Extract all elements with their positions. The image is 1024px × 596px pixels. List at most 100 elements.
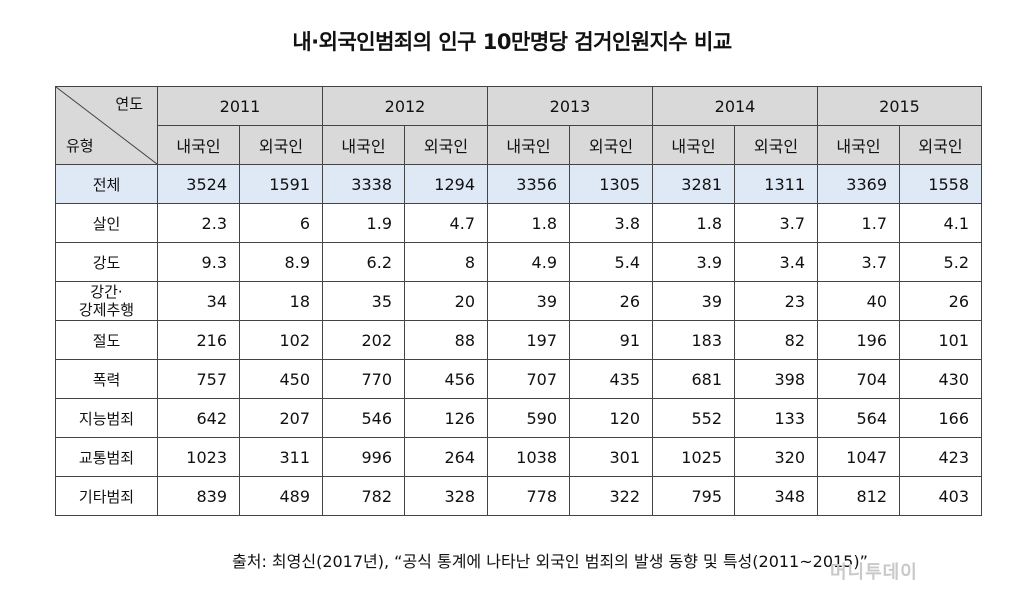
domestic-value-cell: 996	[322, 437, 405, 477]
domestic-value-cell: 1038	[487, 437, 570, 477]
foreign-value-cell: 3.4	[734, 242, 818, 282]
foreign-value-cell: 91	[569, 320, 653, 360]
category-cell: 절도	[55, 320, 158, 360]
foreign-value-cell: 4.1	[899, 203, 982, 243]
foreign-value-cell: 450	[239, 359, 323, 399]
domestic-value-cell: 3281	[652, 164, 735, 204]
watermark-logo: 머니투데이	[830, 562, 918, 583]
subgroup-header-foreign: 외국인	[404, 125, 488, 165]
domestic-value-cell: 9.3	[157, 242, 240, 282]
foreign-value-cell: 1294	[404, 164, 488, 204]
foreign-value-cell: 6	[239, 203, 323, 243]
category-label: 강간· 강제추행	[78, 283, 135, 319]
domestic-value-cell: 1.8	[487, 203, 570, 243]
foreign-value-cell: 423	[899, 437, 982, 477]
domestic-value-cell: 216	[157, 320, 240, 360]
domestic-value-cell: 3.9	[652, 242, 735, 282]
domestic-value-cell: 4.9	[487, 242, 570, 282]
table-body: 전체 3524 1591 3338 1294 3356 1305 3281 1311 3369 15…	[55, 164, 982, 516]
subgroup-header-foreign: 외국인	[239, 125, 323, 165]
domestic-value-cell: 552	[652, 398, 735, 438]
crime-statistics-table: 연도 유형 2011 2012 2013 2014 2015 내국인 외국인 내국인…	[55, 86, 982, 516]
foreign-value-cell: 264	[404, 437, 488, 477]
subgroup-header-foreign: 외국인	[569, 125, 653, 165]
domestic-value-cell: 39	[652, 281, 735, 321]
foreign-value-cell: 26	[569, 281, 653, 321]
year-header-row: 연도 유형 2011 2012 2013 2014 2015	[55, 86, 982, 165]
foreign-value-cell: 328	[404, 476, 488, 516]
subgroup-header-row: 내국인 외국인 내국인 외국인 내국인 외국인 내국인 외국인 내국인 외국인	[56, 125, 982, 165]
foreign-value-cell: 301	[569, 437, 653, 477]
foreign-value-cell: 20	[404, 281, 488, 321]
foreign-value-cell: 126	[404, 398, 488, 438]
domestic-value-cell: 1023	[157, 437, 240, 477]
category-cell: 강도	[55, 242, 158, 282]
domestic-value-cell: 1.9	[322, 203, 405, 243]
subgroup-header-foreign: 외국인	[899, 125, 982, 165]
foreign-value-cell: 403	[899, 476, 982, 516]
foreign-value-cell: 348	[734, 476, 818, 516]
year-header-2011: 2011	[157, 86, 323, 126]
foreign-value-cell: 18	[239, 281, 323, 321]
category-label: 기타범죄	[78, 487, 135, 506]
foreign-value-cell: 82	[734, 320, 818, 360]
domestic-value-cell: 564	[817, 398, 900, 438]
subgroup-header-domestic: 내국인	[652, 125, 735, 165]
year-header-2015: 2015	[817, 86, 982, 126]
foreign-value-cell: 26	[899, 281, 982, 321]
domestic-value-cell: 1.7	[817, 203, 900, 243]
domestic-value-cell: 757	[157, 359, 240, 399]
category-cell: 강간· 강제추행	[55, 281, 158, 321]
domestic-value-cell: 782	[322, 476, 405, 516]
category-label: 살인	[92, 214, 121, 233]
domestic-value-cell: 197	[487, 320, 570, 360]
table-row: 전체 3524 1591 3338 1294 3356 1305 3281 1311 3369 15…	[55, 164, 982, 204]
corner-header: 연도 유형	[55, 86, 158, 165]
domestic-value-cell: 3369	[817, 164, 900, 204]
domestic-value-cell: 34	[157, 281, 240, 321]
table-row: 지능범죄 642 207 546 126 590 120 552 133 564 166	[55, 398, 982, 438]
category-label: 강도	[92, 253, 121, 272]
foreign-value-cell: 430	[899, 359, 982, 399]
subgroup-header-foreign: 외국인	[734, 125, 818, 165]
foreign-value-cell: 311	[239, 437, 323, 477]
foreign-value-cell: 3.8	[569, 203, 653, 243]
corner-year-label: 연도	[115, 95, 143, 113]
category-label: 지능범죄	[78, 409, 135, 428]
domestic-value-cell: 812	[817, 476, 900, 516]
category-cell: 전체	[55, 164, 158, 204]
domestic-value-cell: 2.3	[157, 203, 240, 243]
foreign-value-cell: 133	[734, 398, 818, 438]
foreign-value-cell: 4.7	[404, 203, 488, 243]
foreign-value-cell: 1305	[569, 164, 653, 204]
foreign-value-cell: 23	[734, 281, 818, 321]
domestic-value-cell: 770	[322, 359, 405, 399]
foreign-value-cell: 322	[569, 476, 653, 516]
domestic-value-cell: 681	[652, 359, 735, 399]
category-cell: 기타범죄	[55, 476, 158, 516]
category-label: 절도	[92, 331, 121, 350]
domestic-value-cell: 704	[817, 359, 900, 399]
year-header-2013: 2013	[487, 86, 653, 126]
table-row: 강간· 강제추행 34 18 35 20 39 26 39 23 40 26	[55, 281, 982, 321]
domestic-value-cell: 196	[817, 320, 900, 360]
table-row: 강도 9.3 8.9 6.2 8 4.9 5.4 3.9 3.4 3.7 5.2	[55, 242, 982, 282]
domestic-value-cell: 39	[487, 281, 570, 321]
foreign-value-cell: 489	[239, 476, 323, 516]
table-row: 살인 2.3 6 1.9 4.7 1.8 3.8 1.8 3.7 1.7 4.1	[55, 203, 982, 243]
subgroup-header-domestic: 내국인	[487, 125, 570, 165]
corner-type-label: 유형	[66, 137, 94, 155]
foreign-value-cell: 1558	[899, 164, 982, 204]
category-cell: 지능범죄	[55, 398, 158, 438]
domestic-value-cell: 3338	[322, 164, 405, 204]
category-label: 폭력	[92, 370, 121, 389]
page-title: 내·외국인범죄의 인구 10만명당 검거인원지수 비교	[292, 30, 732, 54]
foreign-value-cell: 207	[239, 398, 323, 438]
foreign-value-cell: 120	[569, 398, 653, 438]
domestic-value-cell: 1047	[817, 437, 900, 477]
domestic-value-cell: 1025	[652, 437, 735, 477]
foreign-value-cell: 3.7	[734, 203, 818, 243]
domestic-value-cell: 183	[652, 320, 735, 360]
foreign-value-cell: 102	[239, 320, 323, 360]
foreign-value-cell: 456	[404, 359, 488, 399]
